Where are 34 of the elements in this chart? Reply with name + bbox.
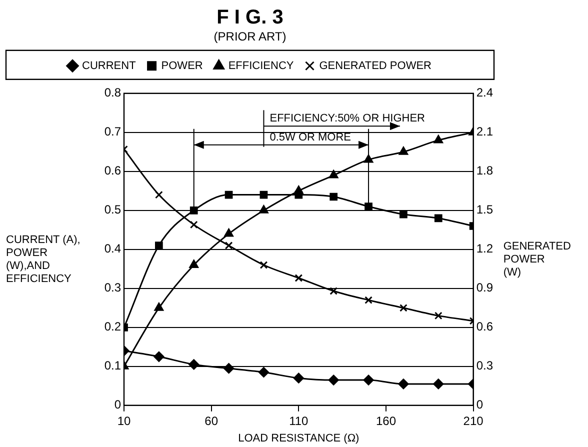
y-tick-label: 0.6 bbox=[104, 164, 122, 178]
y-tick-label: 0.7 bbox=[104, 124, 122, 139]
y2-tick-label: 2.4 bbox=[476, 86, 494, 100]
y-axis-title: CURRENT (A), POWER (W),AND EFFICIENCY bbox=[6, 234, 80, 285]
y2-tick-label: 1.8 bbox=[476, 164, 494, 178]
y2-tick-label: 1.2 bbox=[476, 242, 494, 256]
legend-label: POWER bbox=[161, 60, 203, 72]
y-tick-label: 0.2 bbox=[104, 320, 122, 334]
legend-label: EFFICIENCY bbox=[228, 60, 294, 72]
y-tick-label: 0.1 bbox=[104, 358, 122, 373]
x-axis-title: LOAD RESISTANCE (Ω) bbox=[238, 432, 360, 444]
x-tick-label: 10 bbox=[117, 414, 131, 428]
x-tick-label: 110 bbox=[289, 414, 309, 428]
y-tick-label: 0.5 bbox=[104, 202, 122, 217]
x-tick-label: 60 bbox=[204, 414, 218, 428]
y-tick-label: 0.8 bbox=[104, 86, 122, 100]
annotation: 0.5W OR MORE bbox=[270, 131, 352, 144]
x-tick-label: 160 bbox=[376, 414, 396, 428]
y2-tick-label: 0 bbox=[476, 398, 484, 412]
y2-tick-label: 0.6 bbox=[476, 320, 494, 334]
y-tick-label: 0 bbox=[114, 398, 122, 412]
y2-tick-label: 2.1 bbox=[476, 124, 494, 139]
y2-tick-label: 0.3 bbox=[476, 358, 494, 373]
y-tick-label: 0.3 bbox=[104, 280, 122, 295]
annotation: EFFICIENCY:50% OR HIGHER bbox=[270, 112, 426, 125]
y2-axis-title: GENERATED POWER (W) bbox=[503, 240, 572, 278]
chart-title: F I G. 3 bbox=[216, 6, 284, 29]
y2-tick-label: 1.5 bbox=[476, 202, 494, 217]
chart-subtitle: (PRIOR ART) bbox=[214, 30, 286, 44]
legend-label: GENERATED POWER bbox=[319, 60, 432, 72]
legend-label: CURRENT bbox=[82, 60, 136, 72]
y2-tick-label: 0.9 bbox=[476, 280, 494, 295]
y-tick-label: 0.4 bbox=[104, 242, 122, 256]
x-tick-label: 210 bbox=[463, 414, 484, 428]
